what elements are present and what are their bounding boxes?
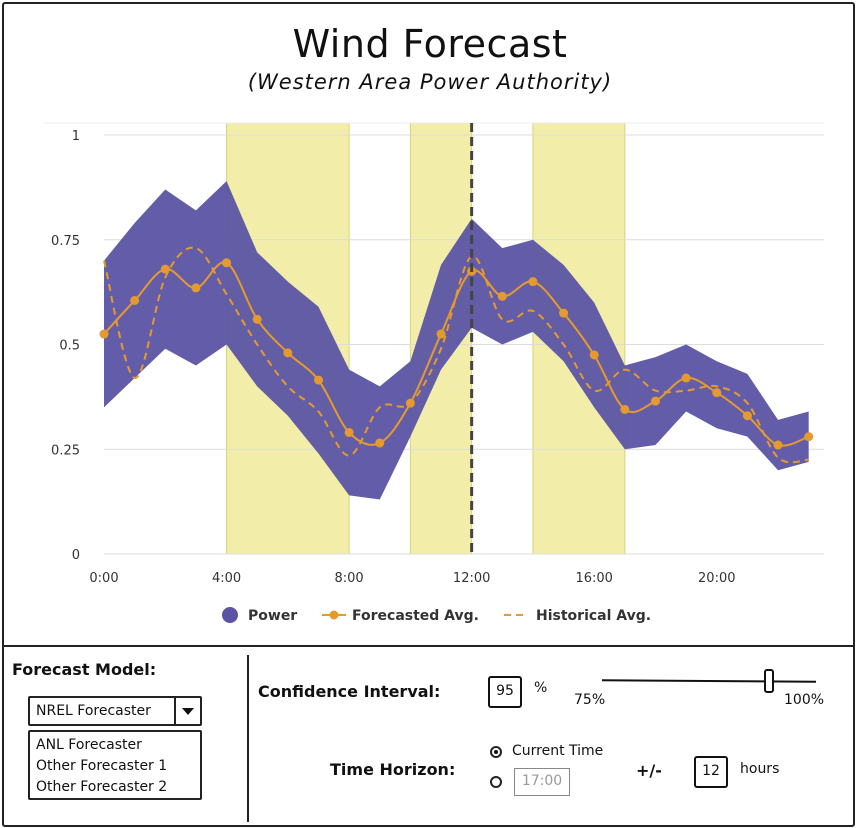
x-tick-label: 16:00	[575, 571, 612, 586]
percent-sign: %	[534, 680, 548, 696]
forecast-point	[804, 432, 814, 442]
forecast-point	[620, 404, 630, 414]
slider-max-label: 100%	[784, 692, 825, 708]
current-time-label: Current Time	[512, 743, 604, 759]
confidence-slider-track[interactable]	[601, 679, 817, 683]
y-tick-label: 0.25	[51, 443, 80, 458]
model-options-list: ANL Forecaster Other Forecaster 1 Other …	[28, 730, 202, 800]
forecast-point	[222, 258, 232, 268]
hours-label: hours	[740, 761, 780, 777]
legend-label-power: Power	[248, 608, 297, 624]
forecast-point	[712, 388, 722, 398]
model-option[interactable]: ANL Forecaster	[36, 737, 142, 753]
confidence-interval-label: Confidence Interval:	[258, 682, 441, 701]
y-tick-label: 0	[72, 548, 80, 563]
forecast-point	[436, 329, 446, 339]
chart-subtitle: (Western Area Power Authority)	[247, 70, 613, 94]
confidence-slider-thumb[interactable]	[764, 669, 774, 693]
y-tick-label: 1	[72, 129, 80, 144]
chart-title: Wind Forecast	[292, 22, 568, 66]
forecast-point	[99, 329, 109, 339]
legend-label-historical: Historical Avg.	[536, 608, 651, 624]
model-option[interactable]: Other Forecaster 1	[36, 758, 168, 774]
forecast-point	[375, 438, 385, 448]
forecast-model-select[interactable]: NREL Forecaster	[28, 696, 202, 726]
slider-min-label: 75%	[574, 692, 606, 708]
forecast-point	[160, 264, 170, 274]
forecast-point	[773, 440, 783, 450]
hours-input[interactable]: 12	[694, 756, 728, 788]
forecast-point	[283, 348, 293, 358]
time-horizon-label: Time Horizon:	[330, 760, 456, 779]
forecast-model-label: Forecast Model:	[12, 660, 157, 679]
confidence-input[interactable]: 95	[488, 676, 522, 708]
plus-minus-label: +/-	[636, 761, 662, 780]
x-tick-label: 0:00	[89, 571, 118, 586]
time-input[interactable]: 17:00	[514, 768, 570, 796]
x-tick-label: 4:00	[212, 571, 241, 586]
power-band	[104, 181, 809, 500]
forecast-point	[191, 283, 201, 293]
model-option[interactable]: Other Forecaster 2	[36, 779, 168, 795]
forecast-point	[559, 308, 569, 318]
x-tick-label: 20:00	[698, 571, 735, 586]
y-tick-label: 0.75	[51, 234, 80, 249]
dropdown-toggle[interactable]	[174, 698, 200, 724]
forecast-point	[405, 398, 415, 408]
current-time-radio[interactable]	[490, 746, 502, 758]
forecast-point	[344, 427, 354, 437]
forecast-point	[681, 373, 691, 383]
forecast-point	[650, 396, 660, 406]
section-divider	[4, 645, 853, 647]
forecast-point	[589, 350, 599, 360]
legend-swatch-forecasted-point	[329, 610, 339, 620]
historical-avg-line	[103, 246, 809, 464]
controls-divider	[247, 655, 249, 822]
forecast-point	[528, 277, 538, 287]
forecast-point	[497, 291, 507, 301]
forecast-point	[252, 314, 262, 324]
y-tick-label: 0.5	[59, 339, 80, 354]
chevron-down-icon	[182, 708, 194, 715]
forecast-point	[130, 296, 140, 306]
x-tick-label: 8:00	[335, 571, 364, 586]
custom-time-radio[interactable]	[490, 776, 502, 788]
selected-model: NREL Forecaster	[36, 703, 151, 719]
legend-swatch-power	[222, 607, 238, 623]
forecast-point	[742, 411, 752, 421]
x-tick-label: 12:00	[453, 571, 490, 586]
wind-forecast-chart: 0 0.25 0.5 0.75 1 0:00 4:00 8:00 12:00 16:00 20:0…	[44, 122, 824, 624]
legend-label-forecasted: Forecasted Avg.	[352, 608, 479, 624]
forecast-point	[313, 375, 323, 385]
